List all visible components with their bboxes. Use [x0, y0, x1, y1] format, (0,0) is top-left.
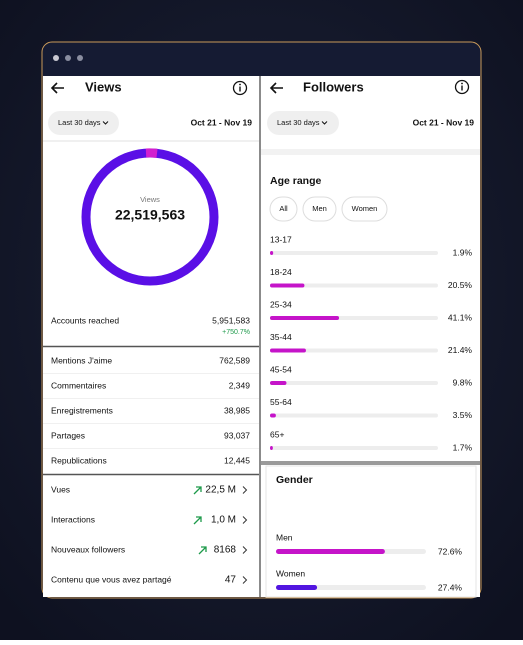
window-dots [53, 55, 83, 61]
summary-value: 22,5 M [205, 485, 236, 496]
age-bar [270, 284, 304, 288]
age-bar [270, 316, 339, 320]
panel-title: Views [85, 79, 122, 94]
metric-label: Enregistrements [51, 405, 113, 415]
age-label: 35-44 [270, 332, 292, 342]
age-bar [270, 349, 306, 353]
metric-value: 93,037 [224, 430, 250, 440]
metric-value: 12,445 [224, 455, 250, 465]
metric-value: 2,349 [229, 380, 251, 390]
summary-value: 47 [225, 575, 237, 586]
gender-value: 72.6% [438, 546, 463, 556]
age-bar [270, 381, 286, 385]
filter-chip-label: Women [352, 204, 378, 213]
accounts-value: 5,951,583 [212, 315, 250, 325]
age-bar [270, 414, 276, 418]
summary-label[interactable]: Nouveaux followers [51, 544, 125, 554]
divider [261, 461, 480, 465]
bar-track [270, 414, 438, 418]
summary-label[interactable]: Vues [51, 484, 70, 494]
age-value: 3.5% [453, 410, 473, 420]
date-range: Oct 21 - Nov 19 [413, 117, 475, 127]
metric-label: Republications [51, 455, 107, 465]
gender-bar [276, 585, 317, 590]
age-label: 45-54 [270, 364, 292, 374]
metric-label: Partages [51, 430, 85, 440]
section-title: Gender [276, 474, 313, 486]
age-value: 1.9% [453, 247, 473, 257]
panel-title: Followers [303, 79, 364, 94]
bar-track [270, 251, 438, 255]
gender-value: 27.4% [438, 582, 463, 592]
total-views: 22,519,563 [115, 207, 185, 223]
gender-bar [276, 549, 385, 554]
age-value: 21.4% [448, 345, 473, 355]
age-value: 41.1% [448, 312, 473, 322]
bar-track [270, 381, 438, 385]
age-value: 9.8% [453, 377, 473, 387]
summary-label[interactable]: Interactions [51, 514, 95, 524]
metric-value: 38,985 [224, 405, 250, 415]
date-range: Oct 21 - Nov 19 [191, 117, 253, 127]
age-label: 18-24 [270, 267, 292, 277]
summary-label[interactable]: Contenu que vous avez partagé [51, 574, 172, 584]
ring-label: Views [140, 195, 160, 204]
age-bar [270, 446, 273, 450]
filter-label: Last 30 days [277, 118, 320, 127]
filter-chip-label: All [279, 204, 288, 213]
age-label: 55-64 [270, 397, 292, 407]
age-label: 25-34 [270, 299, 292, 309]
section-title: Age range [270, 175, 322, 187]
age-bar [270, 251, 273, 255]
metric-label: Commentaires [51, 380, 106, 390]
metric-value: 762,589 [219, 355, 250, 365]
section-gap [261, 149, 480, 155]
gender-label: Women [276, 568, 305, 578]
age-value: 20.5% [448, 280, 473, 290]
bar-track [270, 446, 438, 450]
summary-value: 8168 [214, 545, 237, 556]
accounts-label: Accounts reached [51, 315, 119, 325]
age-label: 13-17 [270, 234, 292, 244]
metric-label: Mentions J'aime [51, 355, 112, 365]
gender-label: Men [276, 532, 293, 542]
summary-value: 1,0 M [211, 515, 236, 526]
filter-label: Last 30 days [58, 118, 101, 127]
filter-chip-label: Men [312, 204, 327, 213]
accounts-change: +750.7% [222, 329, 250, 336]
age-value: 1.7% [453, 442, 473, 452]
age-label: 65+ [270, 429, 284, 439]
